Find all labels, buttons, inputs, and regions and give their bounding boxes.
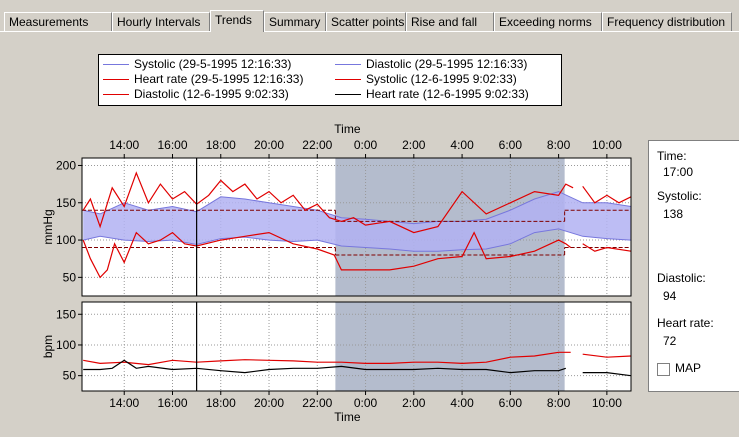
systolic-line-2 [82, 171, 632, 234]
systolic-line-1 [83, 191, 632, 225]
diastolic-label: Diastolic: [657, 271, 706, 285]
tab-panel [0, 31, 739, 437]
legend-label: Systolic (29-5-1995 12:16:33) [134, 57, 292, 71]
legend-swatch [103, 64, 129, 66]
x-tick-label-bottom: 14:00 [109, 396, 139, 410]
heart-rate-label: Heart rate: [657, 316, 714, 330]
x-tick-label-bottom: 20:00 [254, 396, 284, 410]
diastolic-line-2 [82, 231, 632, 279]
y-tick-label-bp: 50 [63, 270, 77, 284]
legend-entry: Diastolic (12-6-1995 9:02:33) [103, 87, 289, 101]
x-tick-label-bottom: 0:00 [354, 396, 378, 410]
legend-entry: Systolic (29-5-1995 12:16:33) [103, 57, 291, 71]
y-axis-title-hr: bpm [41, 335, 55, 358]
x-tick-label-top: 20:00 [254, 138, 284, 152]
x-tick-label-top: 16:00 [157, 138, 187, 152]
bp-plot-frame [81, 157, 632, 297]
legend-entry: Heart rate (12-6-1995 9:02:33) [335, 87, 529, 101]
y-tick-label-bp: 150 [56, 196, 76, 210]
tab-hourly-intervals[interactable]: Hourly Intervals [112, 12, 210, 31]
trend-chart[interactable]: 14:00 14:00 16:00 16:00 18:00 18:00 20:00 20:00… [0, 31, 739, 436]
systolic-label: Systolic: [657, 189, 702, 203]
x-tick-label-top: 10:00 [592, 138, 622, 152]
chart-legend: Systolic (29-5-1995 12:16:33) Diastolic (… [98, 54, 562, 106]
y-tick-label-hr: 150 [56, 307, 76, 321]
x-axis-title-bottom: Time [334, 410, 361, 424]
y-tick-label-bp: 100 [56, 233, 76, 247]
x-tick-label-top: 0:00 [354, 138, 378, 152]
x-tick-label-top: 22:00 [302, 138, 332, 152]
legend-swatch [335, 79, 361, 81]
y-tick-label-bp: 200 [56, 158, 76, 172]
cursor-info-panel: Time: 17:00 Systolic: 138 Diastolic: 94 … [648, 140, 739, 392]
tab-exceeding-norms[interactable]: Exceeding norms [494, 12, 602, 31]
x-tick-label-top: 8:00 [547, 138, 571, 152]
legend-entry: Systolic (12-6-1995 9:02:33) [335, 72, 517, 86]
x-tick-label-top: 14:00 [109, 138, 139, 152]
legend-swatch [103, 79, 129, 81]
diastolic-value: 94 [663, 289, 677, 303]
diastolic-line-1 [83, 228, 632, 252]
hr-plot-frame [81, 301, 632, 392]
legend-label: Heart rate (29-5-1995 12:16:33) [134, 72, 304, 86]
legend-entry: Diastolic (29-5-1995 12:16:33) [335, 57, 527, 71]
legend-label: Diastolic (12-6-1995 9:02:33) [134, 87, 289, 101]
legend-label: Systolic (12-6-1995 9:02:33) [366, 72, 517, 86]
tab-rise-and-fall[interactable]: Rise and fall [406, 12, 494, 31]
x-tick-label-bottom: 8:00 [547, 396, 571, 410]
tab-measurements[interactable]: Measurements [4, 12, 112, 31]
x-tick-label-top: 6:00 [499, 138, 523, 152]
y-axis-title-bp: mmHg [41, 209, 55, 244]
legend-label: Diastolic (29-5-1995 12:16:33) [366, 57, 528, 71]
tab-summary[interactable]: Summary [264, 12, 326, 31]
legend-swatch [103, 94, 129, 96]
x-tick-label-bottom: 10:00 [592, 396, 622, 410]
tab-strip: Measurements Hourly Intervals Trends Summar… [0, 10, 739, 32]
x-tick-label-bottom: 2:00 [402, 396, 426, 410]
x-tick-label-bottom: 16:00 [157, 396, 187, 410]
heart-rate-line-1 [83, 351, 632, 366]
time-label: Time: [657, 149, 687, 163]
heart-rate-line-2 [83, 359, 632, 377]
legend-swatch [335, 94, 361, 96]
legend-label: Heart rate (12-6-1995 9:02:33) [366, 87, 529, 101]
legend-swatch [335, 64, 361, 66]
tab-frequency-distribution[interactable]: Frequency distribution [602, 12, 732, 31]
heart-rate-value: 72 [663, 334, 677, 348]
night-shading-hr [335, 302, 565, 391]
x-tick-label-top: 18:00 [206, 138, 236, 152]
x-tick-label-top: 4:00 [450, 138, 474, 152]
y-tick-label-hr: 100 [56, 338, 76, 352]
x-tick-label-top: 2:00 [402, 138, 426, 152]
map-checkbox[interactable] [657, 363, 670, 376]
x-tick-label-bottom: 22:00 [302, 396, 332, 410]
x-tick-label-bottom: 18:00 [206, 396, 236, 410]
time-value: 17:00 [663, 165, 694, 179]
y-tick-label-hr: 50 [63, 369, 77, 383]
tab-scatter-points[interactable]: Scatter points [326, 12, 406, 31]
map-checkbox-label[interactable]: MAP [675, 361, 702, 375]
x-axis-title-top: Time [334, 122, 361, 136]
x-tick-label-bottom: 6:00 [499, 396, 523, 410]
systolic-value: 138 [663, 207, 684, 221]
legend-entry: Heart rate (29-5-1995 12:16:33) [103, 72, 303, 86]
tab-trends[interactable]: Trends [210, 10, 264, 32]
x-tick-label-bottom: 4:00 [450, 396, 474, 410]
